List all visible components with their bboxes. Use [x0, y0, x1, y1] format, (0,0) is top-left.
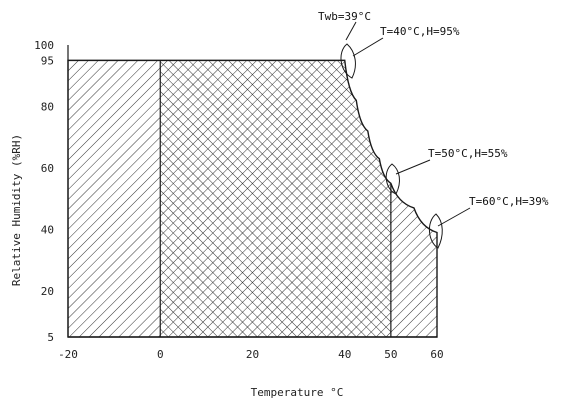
- y-axis-label: Relative Humidity (%RH): [10, 134, 23, 286]
- y-tick-label: 40: [41, 223, 54, 236]
- annotation-point-3-callout: [429, 207, 471, 249]
- x-tick-label: -20: [58, 348, 78, 361]
- annotation-point-2-callout: [385, 159, 431, 195]
- envelope-outline: [67, 59, 438, 338]
- region-left-hatch: [68, 60, 161, 338]
- axes: -20 0 20 40 50 60 5 20 40 60 80 95 100 Temperature …: [10, 39, 444, 399]
- annotation-point-1: T=40°C,H=95%: [380, 25, 460, 38]
- y-tick-labels: 5 20 40 60 80 95 100: [34, 39, 54, 344]
- annotation-point-1-callout: [340, 37, 384, 79]
- y-tick-label: 60: [41, 162, 54, 175]
- x-tick-label: 40: [338, 348, 351, 361]
- x-tick-label: 60: [430, 348, 443, 361]
- x-tick-label: 20: [246, 348, 259, 361]
- annotation-point-3: T=60°C,H=39%: [469, 195, 549, 208]
- x-axis-label: Temperature °C: [251, 386, 344, 399]
- plot-area: [67, 59, 438, 338]
- y-tick-label: 100: [34, 39, 54, 52]
- y-tick-label: 5: [47, 331, 54, 344]
- annotation-point-2: T=50°C,H=55%: [428, 147, 508, 160]
- region-right-hatch: [390, 60, 437, 338]
- hatched-regions: [68, 60, 437, 338]
- annotation-twb-leader: [345, 21, 357, 41]
- y-tick-label: 20: [41, 285, 54, 298]
- annotation-twb: Twb=39°C: [318, 10, 371, 23]
- x-tick-label: 50: [384, 348, 397, 361]
- annotations: Twb=39°C T=40°C,H=95% T=50°C,H=55% T=60°…: [318, 10, 549, 249]
- y-tick-label: 95: [41, 54, 54, 67]
- x-tick-labels: -20 0 20 40 50 60: [58, 348, 444, 361]
- x-tick-label: 0: [157, 348, 164, 361]
- region-center-crosshatch: [160, 60, 391, 338]
- y-tick-label: 80: [41, 100, 54, 113]
